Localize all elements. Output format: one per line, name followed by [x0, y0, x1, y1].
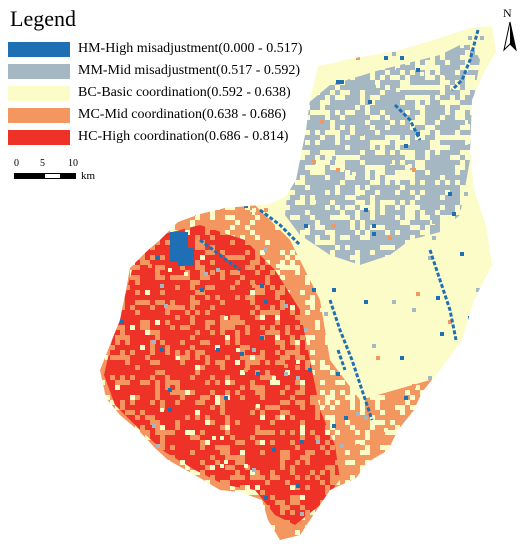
legend-items: HM-High misadjustment(0.000 - 0.517) MM-M… — [8, 38, 302, 148]
scale-unit: km — [81, 170, 96, 182]
legend-item: MM-Mid misadjustment(0.517 - 0.592) — [8, 60, 302, 82]
legend-item: BC-Basic coordination(0.592 - 0.638) — [8, 82, 302, 104]
north-arrow-icon — [503, 21, 517, 52]
legend-swatch — [8, 129, 70, 145]
scale-ticks: 0 5 10 — [14, 158, 78, 170]
scale-tick-0: 0 — [14, 158, 19, 169]
scale-bar-graphic — [14, 173, 76, 179]
legend-item: HM-High misadjustment(0.000 - 0.517) — [8, 38, 302, 60]
legend-label: BC-Basic coordination(0.592 - 0.638) — [78, 85, 291, 100]
legend-swatch — [8, 63, 70, 79]
legend-swatch — [8, 107, 70, 123]
legend-title: Legend — [10, 6, 76, 31]
legend-label: MM-Mid misadjustment(0.517 - 0.592) — [78, 63, 301, 78]
scale-bar: 0 5 10 km — [14, 158, 95, 182]
scale-tick-10: 10 — [68, 158, 78, 169]
hm-channels — [199, 29, 480, 421]
legend-swatch — [8, 85, 70, 101]
hm-patch-2 — [178, 248, 194, 266]
north-arrow: N — [500, 6, 520, 52]
legend-swatch — [8, 41, 70, 57]
legend-label: HM-High misadjustment(0.000 - 0.517) — [78, 41, 303, 56]
legend-label: MC-Mid coordination(0.638 - 0.686) — [78, 107, 287, 122]
legend: Legend HM-High misadjustment(0.000 - 0.5… — [8, 4, 302, 148]
legend-item: HC-High coordination(0.686 - 0.814) — [8, 126, 302, 148]
legend-item: MC-Mid coordination(0.638 - 0.686) — [8, 104, 302, 126]
scale-tick-5: 5 — [40, 158, 45, 169]
scale-bar-row: km — [14, 170, 95, 182]
legend-label: HC-High coordination(0.686 - 0.814) — [78, 129, 289, 144]
north-letter: N — [503, 6, 512, 20]
